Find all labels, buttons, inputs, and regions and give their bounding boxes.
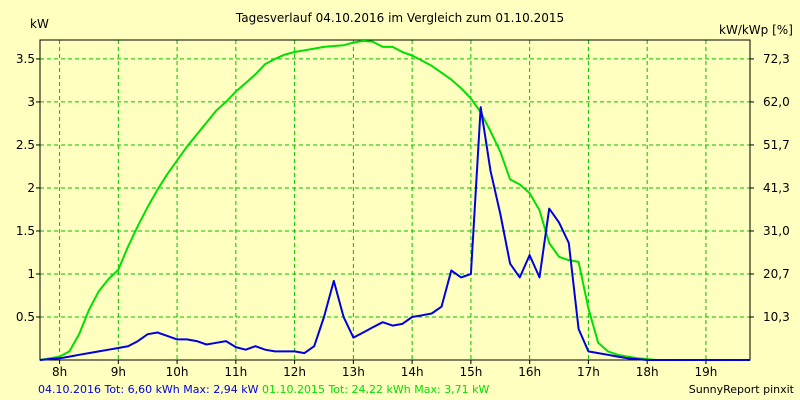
- chart-canvas: Tagesverlauf 04.10.2016 im Vergleich zum…: [0, 0, 800, 382]
- y-tick-label-right: 10,3: [763, 310, 790, 324]
- footer: 04.10.2016 Tot: 6,60 kWh Max: 2,94 kW 01…: [0, 382, 800, 400]
- x-tick-label: 9h: [111, 365, 126, 379]
- x-tick-label: 15h: [459, 365, 482, 379]
- y-axis-label-left: kW: [30, 17, 49, 31]
- footer-credit: SunnyReport pinxit: [689, 383, 794, 396]
- y-tick-label-right: 62,0: [763, 95, 790, 109]
- plot-frame: [40, 40, 750, 360]
- series-layer: [40, 41, 750, 360]
- x-tick-label: 11h: [224, 365, 247, 379]
- chart-title: Tagesverlauf 04.10.2016 im Vergleich zum…: [235, 11, 564, 25]
- grid-horizontal: [40, 59, 750, 317]
- footer-series1-summary: 04.10.2016 Tot: 6,60 kWh Max: 2,94 kW: [38, 383, 258, 396]
- y-tick-label-left: 1.5: [16, 224, 35, 238]
- x-tick-label: 12h: [283, 365, 306, 379]
- x-tick-label: 17h: [577, 365, 600, 379]
- y-tick-label-right: 51,7: [763, 138, 790, 152]
- y-tick-label-right: 41,3: [763, 181, 790, 195]
- y-tick-labels-left: 0.5 1 1.5 2 2.5 3 3.5: [16, 52, 35, 324]
- y-tick-labels-right: 10,3 20,7 31,0 41,3 51,7 62,0 72,3: [763, 52, 790, 324]
- y-tick-label-left: 0.5: [16, 310, 35, 324]
- x-tick-label: 18h: [636, 365, 659, 379]
- x-tick-label: 13h: [342, 365, 365, 379]
- y-tick-label-left: 2.5: [16, 138, 35, 152]
- x-tick-label: 16h: [518, 365, 541, 379]
- y-tick-label-left: 3.5: [16, 52, 35, 66]
- x-tick-label: 8h: [52, 365, 67, 379]
- x-tick-label: 19h: [694, 365, 717, 379]
- series-line-01.10.2015: [40, 41, 750, 360]
- y-tick-label-right: 20,7: [763, 267, 790, 281]
- x-tick-label: 10h: [166, 365, 189, 379]
- y-tick-label-right: 31,0: [763, 224, 790, 238]
- axes: [36, 40, 754, 364]
- y-tick-label-left: 2: [27, 181, 35, 195]
- y-tick-label-left: 1: [27, 267, 35, 281]
- footer-series2-summary: 01.10.2015 Tot: 24,22 kWh Max: 3,71 kW: [262, 383, 489, 396]
- y-tick-label-left: 3: [27, 95, 35, 109]
- grid-vertical: [60, 40, 706, 360]
- x-tick-label: 14h: [401, 365, 424, 379]
- y-axis-label-right: kW/kWp [%]: [719, 23, 793, 37]
- x-tick-labels: 8h 9h 10h 11h 12h 13h 14h 15h 16h 17h 18h 19h: [52, 365, 717, 379]
- y-tick-label-right: 72,3: [763, 52, 790, 66]
